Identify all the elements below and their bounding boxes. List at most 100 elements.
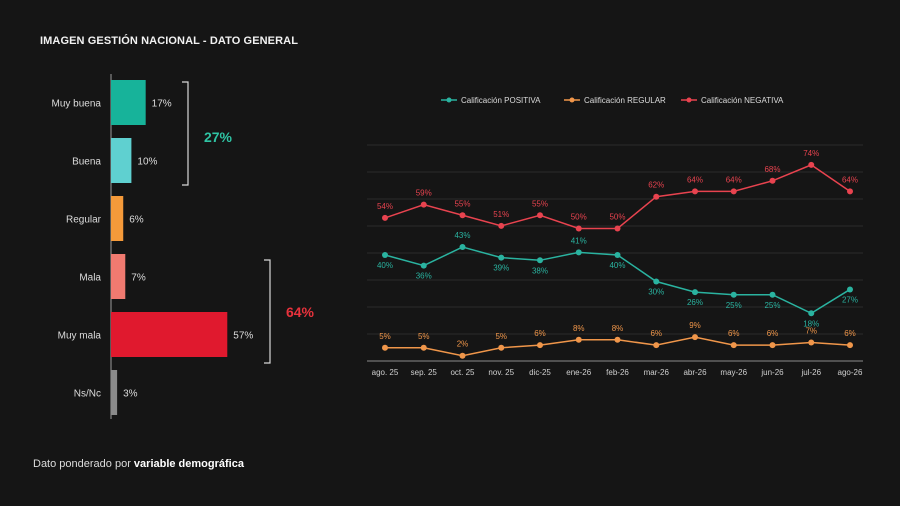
series-point bbox=[653, 278, 660, 285]
series-point bbox=[459, 212, 466, 219]
bar-regular bbox=[111, 196, 124, 241]
series-data-label: 5% bbox=[495, 332, 507, 341]
series-data-label: 5% bbox=[379, 332, 391, 341]
series-point bbox=[459, 352, 466, 359]
series-data-label: 9% bbox=[689, 321, 701, 330]
series-data-label: 50% bbox=[609, 213, 625, 222]
series-point bbox=[769, 177, 776, 184]
series-data-label: 6% bbox=[534, 329, 546, 338]
x-tick-label: may-26 bbox=[720, 368, 747, 377]
x-tick-label: feb-26 bbox=[606, 368, 629, 377]
bar-category-label: Mala bbox=[79, 273, 101, 284]
group-bracket bbox=[182, 81, 189, 186]
series-point bbox=[692, 188, 698, 195]
series-point bbox=[575, 336, 582, 343]
series-point bbox=[420, 262, 427, 269]
bar-category-label: Muy mala bbox=[58, 331, 102, 342]
x-tick-label: jul-26 bbox=[800, 368, 821, 377]
series-point bbox=[692, 289, 698, 296]
x-tick-label: oct. 25 bbox=[450, 368, 475, 377]
legend-swatch-dot bbox=[569, 97, 575, 103]
bar-buena bbox=[111, 138, 132, 183]
series-data-label: 18% bbox=[803, 319, 819, 328]
x-tick-label: jun-26 bbox=[760, 368, 784, 377]
series-data-label: 40% bbox=[377, 261, 393, 270]
series-data-label: 54% bbox=[377, 202, 393, 211]
series-point bbox=[614, 225, 621, 232]
series-point bbox=[575, 249, 582, 256]
bar-value-label: 3% bbox=[123, 389, 138, 400]
footer-prefix: Dato ponderado por bbox=[33, 458, 131, 470]
series-point bbox=[808, 161, 815, 168]
series-point bbox=[614, 252, 621, 258]
series-point bbox=[575, 225, 582, 232]
series-point bbox=[498, 222, 505, 229]
series-data-label: 74% bbox=[803, 149, 819, 158]
series-data-label: 55% bbox=[454, 199, 470, 208]
x-tick-label: sep. 25 bbox=[411, 368, 438, 377]
x-tick-label: ago-26 bbox=[838, 368, 863, 377]
legend-swatch-dot bbox=[446, 97, 452, 103]
series-data-label: 68% bbox=[764, 165, 780, 174]
series-data-label: 6% bbox=[728, 329, 740, 338]
legend-swatch-dot bbox=[686, 97, 692, 103]
x-tick-label: ene-26 bbox=[566, 368, 591, 377]
x-tick-label: nov. 25 bbox=[488, 368, 514, 377]
series-data-label: 8% bbox=[573, 324, 585, 333]
legend-entry-label: Calificación REGULAR bbox=[584, 96, 666, 105]
bar-value-label: 6% bbox=[129, 215, 144, 226]
series-point bbox=[730, 291, 737, 298]
group-total-label: 27% bbox=[204, 129, 233, 145]
series-data-label: 25% bbox=[726, 301, 742, 310]
x-tick-label: mar-26 bbox=[644, 368, 670, 377]
series-point bbox=[808, 310, 815, 317]
series-point bbox=[847, 188, 853, 195]
bar-value-label: 57% bbox=[233, 331, 253, 342]
legend-entry-label: Calificación NEGATIVA bbox=[701, 96, 784, 105]
series-data-label: 64% bbox=[687, 175, 703, 184]
series-data-label: 62% bbox=[648, 181, 664, 190]
footer-bold: variable demográfica bbox=[133, 458, 244, 470]
x-tick-label: abr-26 bbox=[683, 368, 707, 377]
bar-value-label: 17% bbox=[152, 99, 172, 110]
series-point bbox=[847, 342, 853, 349]
series-point bbox=[537, 257, 543, 264]
legend-entry-label: Calificación POSITIVA bbox=[461, 96, 541, 105]
series-point bbox=[692, 334, 698, 341]
bar-category-label: Buena bbox=[72, 157, 101, 168]
bar-muy-mala bbox=[111, 312, 228, 357]
series-point bbox=[382, 214, 388, 221]
series-point bbox=[537, 342, 543, 349]
series-point bbox=[653, 342, 660, 349]
series-data-label: 8% bbox=[612, 324, 624, 333]
series-data-label: 7% bbox=[805, 326, 817, 335]
group-bracket bbox=[264, 259, 271, 364]
series-data-label: 51% bbox=[493, 210, 509, 219]
series-data-label: 25% bbox=[764, 301, 780, 310]
series-data-label: 30% bbox=[648, 288, 664, 297]
bar-category-label: Regular bbox=[66, 215, 102, 226]
series-data-label: 41% bbox=[571, 236, 587, 245]
x-tick-label: dic-25 bbox=[529, 368, 551, 377]
series-point bbox=[730, 342, 737, 349]
series-point bbox=[420, 344, 427, 351]
series-point bbox=[614, 336, 621, 343]
series-data-label: 43% bbox=[454, 231, 470, 240]
chart-title: IMAGEN GESTIÓN NACIONAL - DATO GENERAL bbox=[40, 35, 299, 47]
footer-note: Dato ponderado por variable demográfica bbox=[33, 458, 244, 470]
series-point bbox=[498, 254, 505, 261]
series-data-label: 38% bbox=[532, 266, 548, 275]
series-data-label: 64% bbox=[842, 175, 858, 184]
series-point bbox=[808, 339, 815, 346]
series-point bbox=[537, 212, 543, 219]
bar-value-label: 7% bbox=[131, 273, 146, 284]
series-data-label: 6% bbox=[844, 329, 856, 338]
bar-ns-nc bbox=[111, 370, 118, 415]
series-data-label: 6% bbox=[767, 329, 779, 338]
series-point bbox=[459, 244, 466, 251]
bar-category-label: Muy buena bbox=[52, 99, 102, 110]
series-data-label: 59% bbox=[416, 189, 432, 198]
group-total-label: 64% bbox=[286, 304, 315, 320]
